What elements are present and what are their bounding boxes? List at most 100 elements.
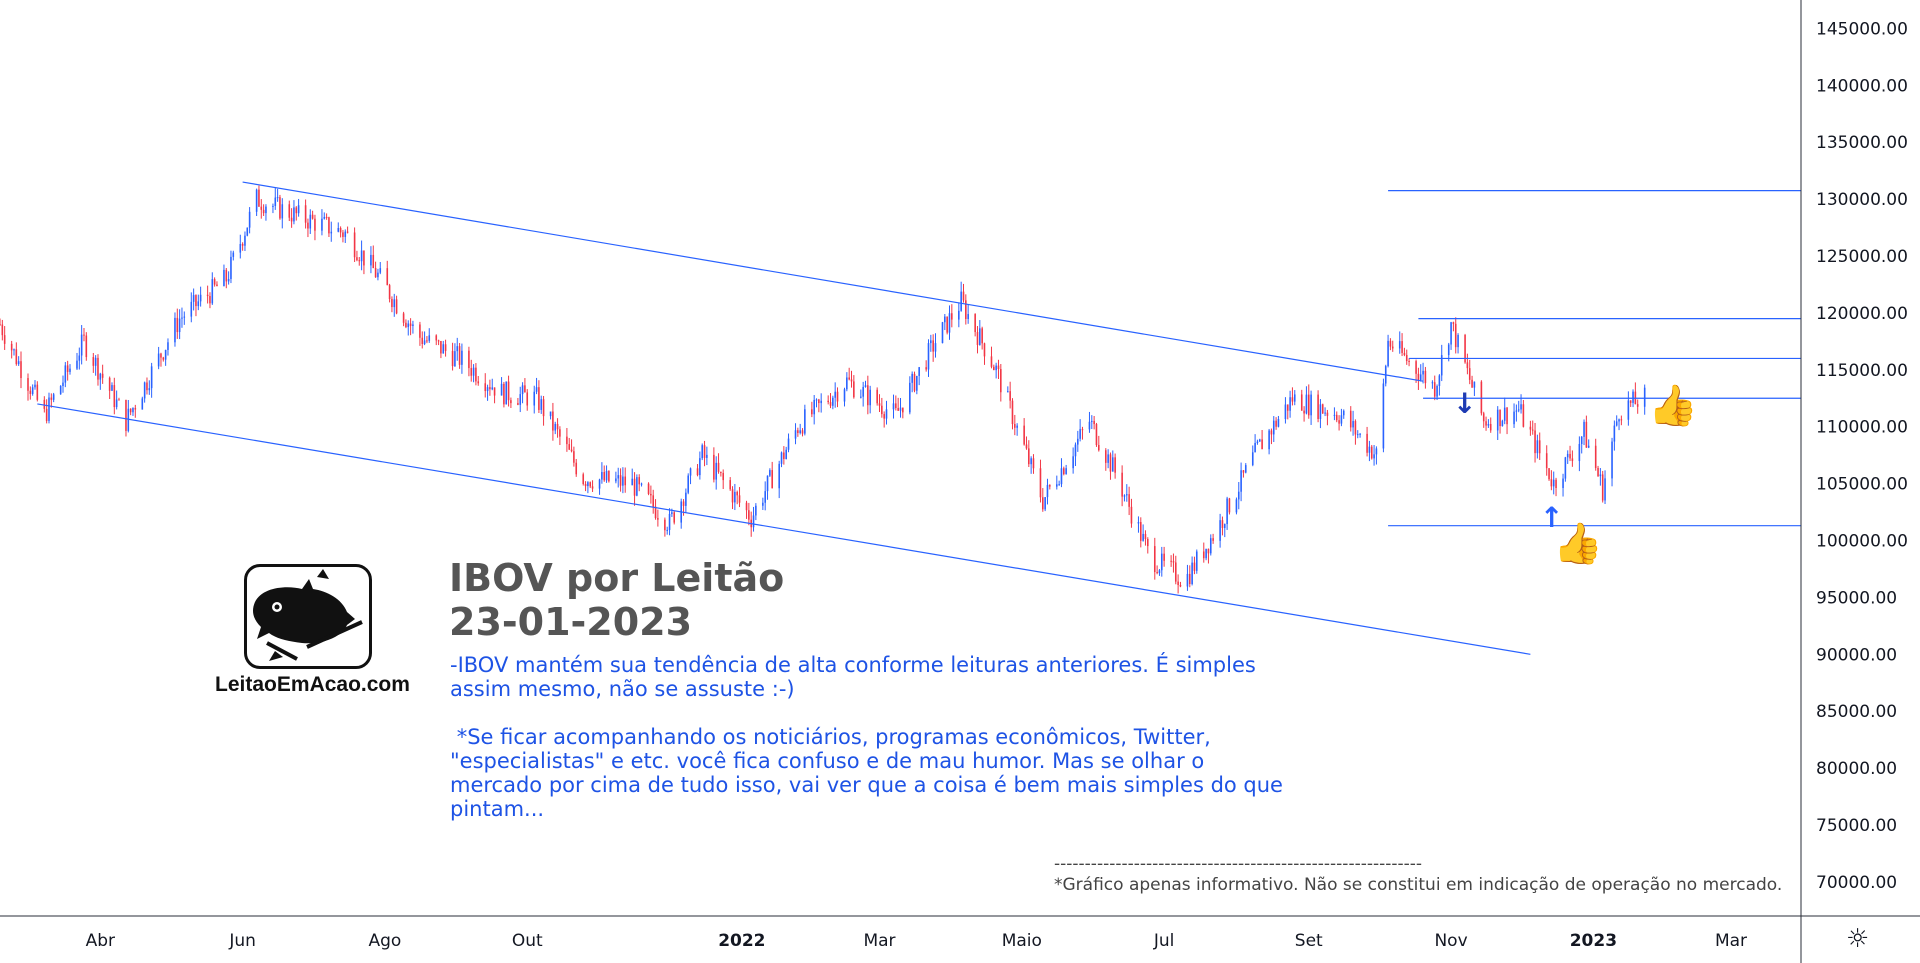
candle-body (946, 316, 948, 333)
candle-body (1109, 454, 1112, 472)
candle-body (829, 402, 832, 406)
candle-body (1235, 499, 1238, 513)
candle-body (1550, 479, 1553, 487)
candle-body (1485, 421, 1487, 426)
candle-body (780, 452, 783, 464)
candle-body (897, 408, 899, 411)
candle-body (258, 189, 260, 207)
candle-body (458, 346, 461, 365)
candle-body (1139, 522, 1142, 541)
candle-body (246, 227, 249, 236)
settings-gear-icon[interactable]: ☼ (1846, 924, 1870, 954)
trend-line (242, 181, 1424, 382)
candle-body (178, 318, 181, 333)
candle-body (1419, 374, 1422, 381)
candle-body (1032, 458, 1035, 469)
price-axis[interactable]: 145000.00 140000.00 135000.00 130000.00 1250… (1816, 19, 1908, 892)
analysis-paragraph-1: -IBOV mantém sua tendência de alta confo… (450, 653, 1256, 701)
candle-body (344, 231, 347, 237)
candle-body (314, 218, 316, 231)
candle-body (69, 368, 71, 372)
candle-body (435, 335, 438, 341)
candle-body (1310, 394, 1312, 416)
candle-body (211, 279, 214, 304)
candle-body (755, 505, 757, 516)
candle-body (834, 391, 836, 398)
candle-body (507, 381, 510, 401)
candle-body (216, 284, 218, 287)
candle-body (34, 384, 36, 388)
candle-body (1366, 433, 1368, 453)
y-tick-label: 145000.00 (1816, 19, 1908, 39)
candle-body (83, 334, 85, 336)
y-tick-label: 75000.00 (1816, 816, 1897, 836)
candle-body (1007, 391, 1009, 393)
candle-body (1000, 369, 1002, 393)
candle-body (1195, 551, 1198, 571)
candle-body (1440, 355, 1443, 376)
candle-body (1354, 421, 1357, 435)
candle-body (638, 477, 641, 485)
candle-body (456, 346, 459, 352)
candle-body (281, 204, 284, 219)
candle-body (916, 375, 918, 391)
candle-body (1611, 441, 1613, 479)
candle-body (353, 232, 356, 258)
candle-body (860, 396, 862, 398)
candle-body (668, 513, 671, 530)
candle-body (1160, 553, 1163, 571)
time-axis[interactable]: Abr Jun Ago Out 2022 Mar Maio Jul Set Nov 2023 Mar (86, 931, 1747, 951)
candle-body (85, 335, 88, 358)
candle-body (64, 365, 67, 383)
candle-body (1170, 560, 1172, 562)
candle-body (540, 399, 543, 410)
candle-body (363, 250, 365, 266)
candle-body (1489, 424, 1492, 431)
candle-body (1226, 498, 1228, 525)
candle-body (1286, 404, 1289, 411)
candle-body (111, 385, 113, 391)
horizontal-levels-group (1388, 189, 1801, 527)
candle-body (428, 335, 431, 341)
candle-body (1107, 454, 1109, 463)
candle-body (878, 403, 881, 406)
candle-body (1128, 494, 1130, 507)
candle-body (1566, 453, 1569, 458)
candle-body (967, 314, 969, 320)
candle-body (997, 365, 1000, 370)
candle-body (50, 397, 53, 400)
candle-body (1627, 400, 1630, 420)
candle-body (307, 222, 309, 229)
candle-body (850, 379, 853, 382)
candle-body (1042, 497, 1044, 510)
candle-body (948, 313, 951, 333)
candle-body (1473, 381, 1476, 388)
candle-body (990, 356, 993, 367)
candle-body (134, 407, 137, 410)
candle-body (472, 367, 475, 376)
candle-body (181, 317, 183, 319)
thumbs-up-icon: 👍 (1648, 383, 1698, 429)
candle-body (1144, 533, 1147, 540)
candle-body (370, 254, 372, 266)
candle-body (1431, 382, 1434, 384)
candle-body (701, 445, 704, 459)
candle-body (1272, 420, 1275, 435)
candle-body (1340, 415, 1343, 424)
candle-body (559, 429, 561, 437)
trend-lines-group (37, 181, 1531, 655)
candle-body (783, 452, 785, 459)
candle-body (818, 399, 820, 404)
candle-body (1011, 400, 1014, 425)
candle-body (1114, 457, 1116, 473)
candle-body (360, 250, 363, 262)
candle-body (1517, 409, 1520, 411)
candle-body (129, 408, 132, 413)
candle-body (762, 502, 764, 506)
candle-body (297, 205, 300, 214)
candle-body (1349, 410, 1352, 428)
candle-body (717, 462, 720, 472)
candle-body (13, 349, 15, 351)
candle-body (176, 317, 179, 333)
